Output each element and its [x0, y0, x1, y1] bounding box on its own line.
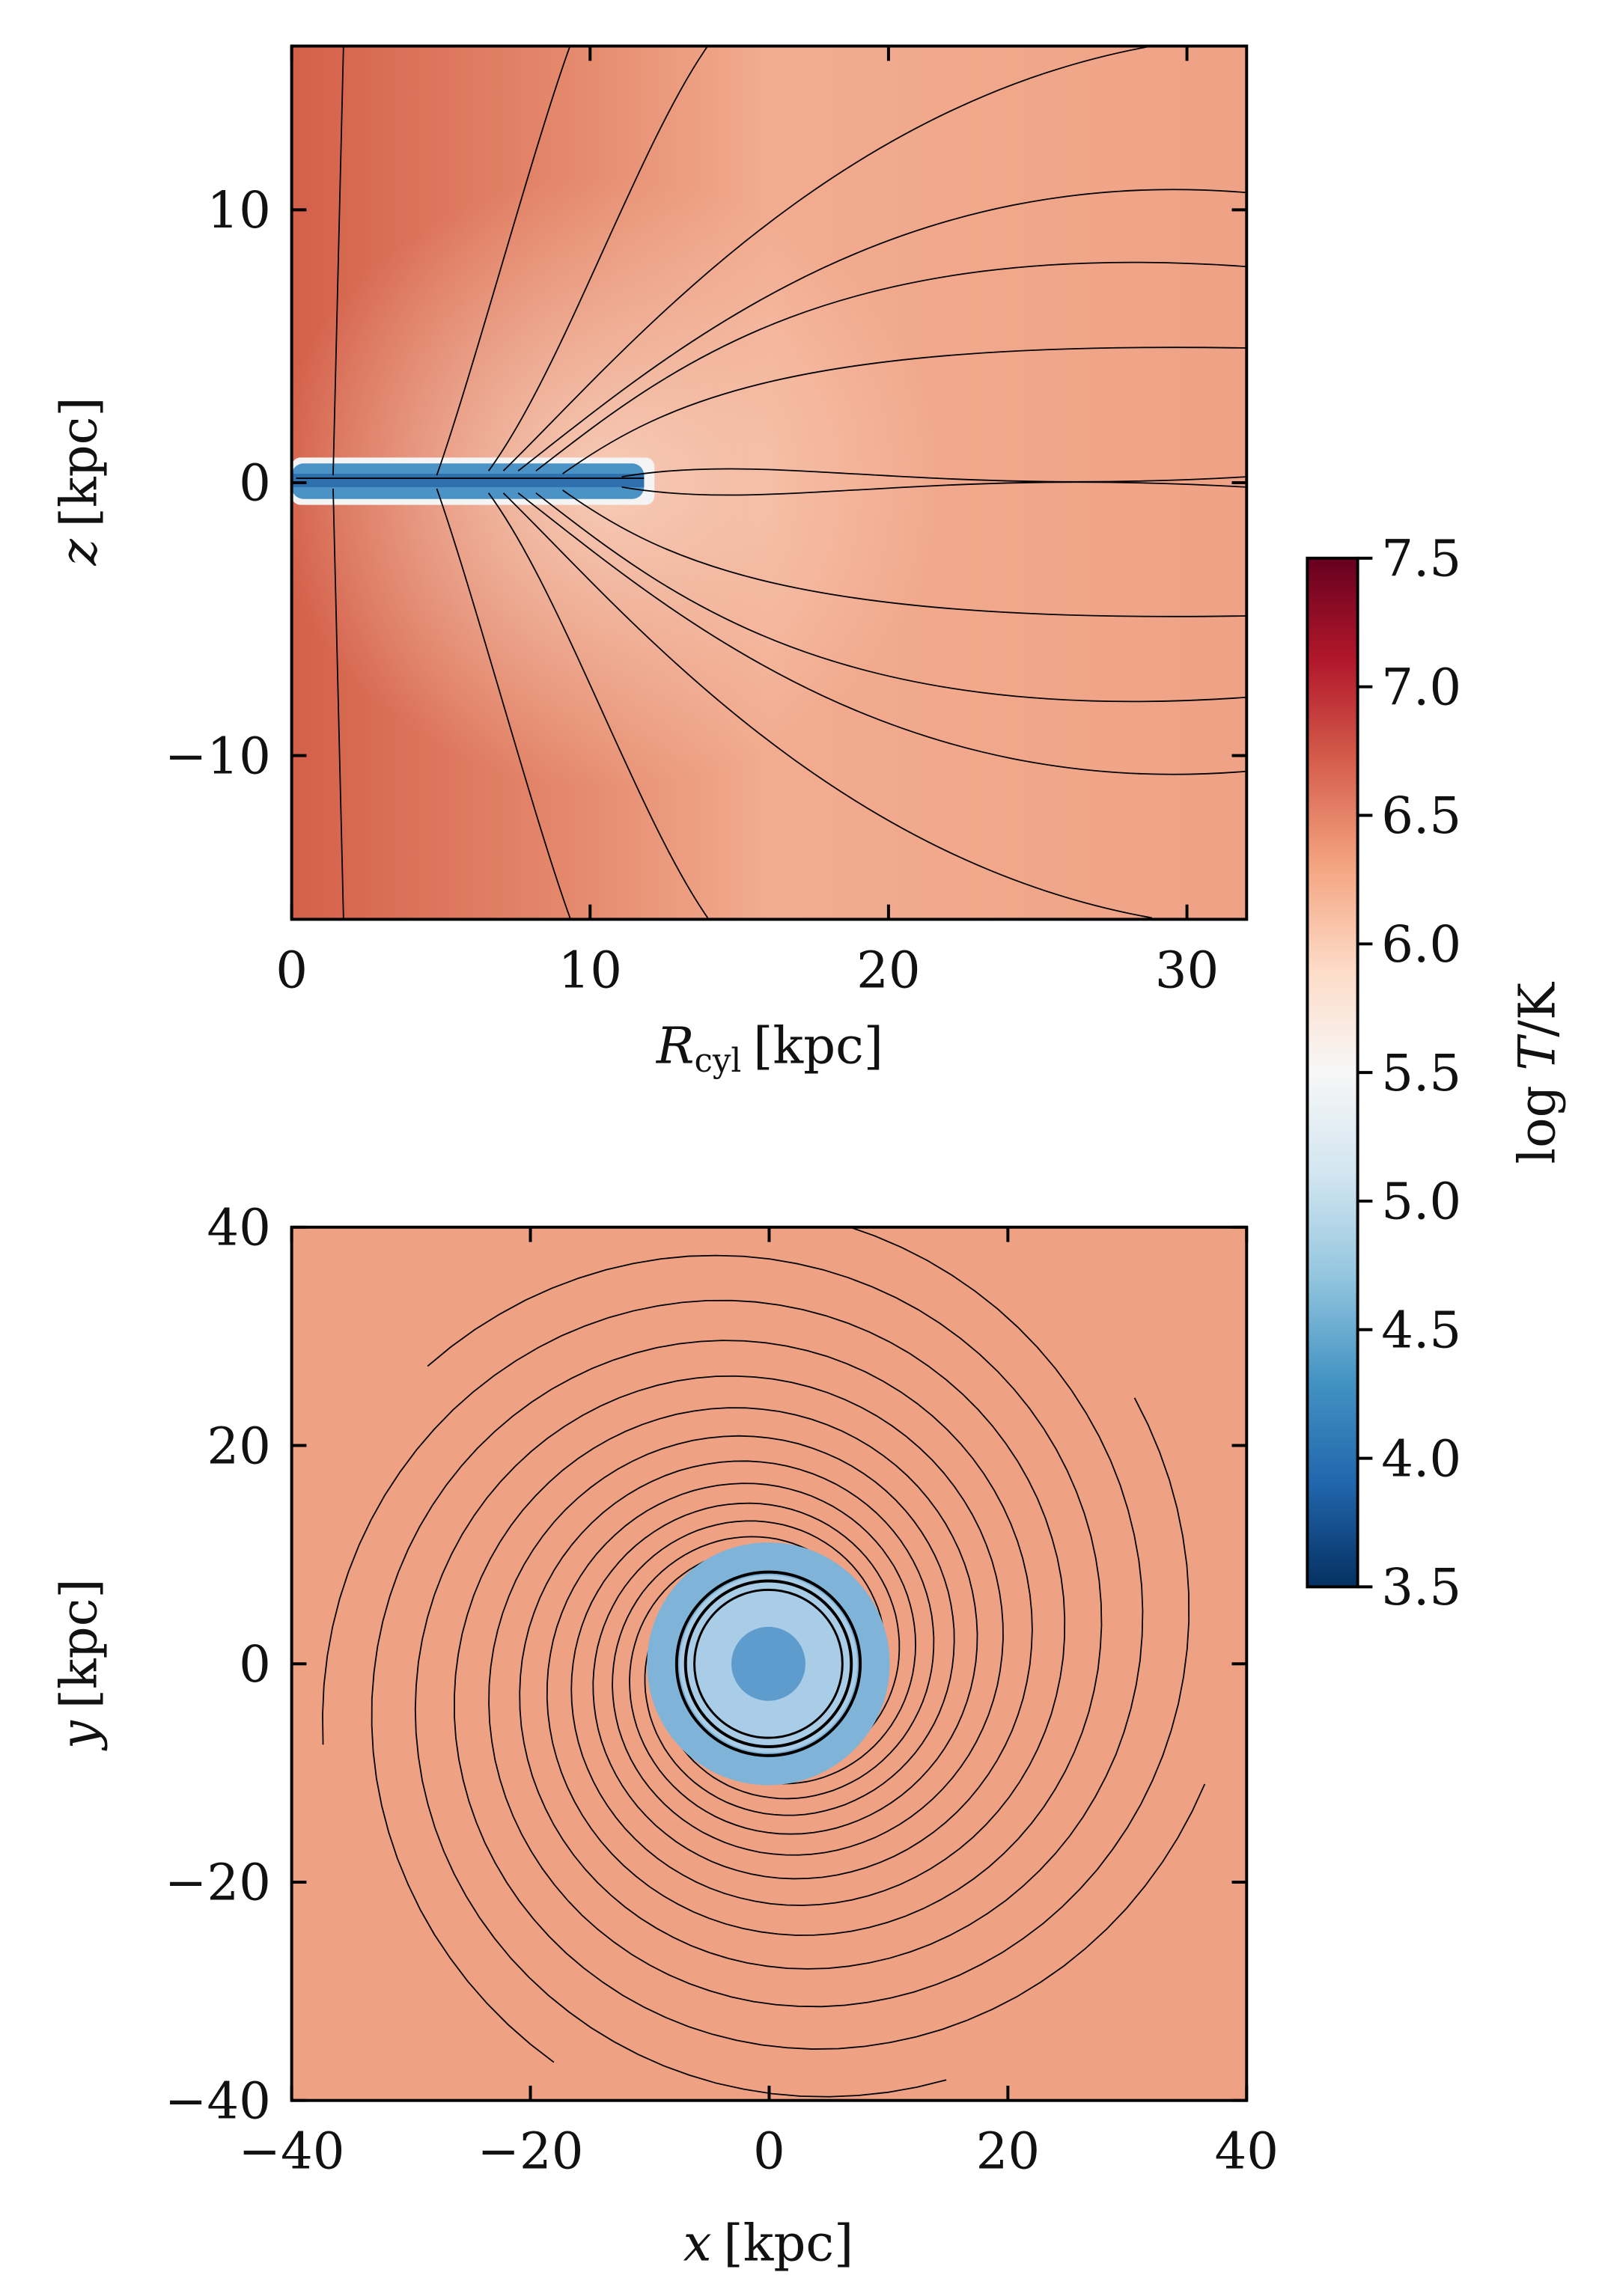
label-part: [kpc] — [50, 397, 109, 527]
label-part: log — [1508, 1085, 1567, 1164]
label-part: [kpc] — [723, 2214, 853, 2272]
y-tick-label: −40 — [165, 2071, 271, 2130]
x-axis-label: x [kpc] — [683, 2214, 854, 2272]
label-part: T — [1508, 1034, 1567, 1071]
label-part: [kpc] — [50, 1578, 109, 1709]
y-axis-label: z [kpc] — [50, 397, 109, 566]
label-part: x — [683, 2214, 712, 2272]
colorbar-label: log T/K — [1508, 981, 1567, 1164]
label-part: R — [655, 1016, 695, 1075]
colorbar-tick-label: 7.5 — [1381, 530, 1461, 588]
colorbar-tick-label: 5.0 — [1381, 1173, 1461, 1231]
label-part: z — [50, 539, 109, 567]
label-part: /K — [1508, 981, 1567, 1037]
colorbar-tick-label: 7.0 — [1381, 658, 1461, 716]
label-part: cyl — [694, 1042, 741, 1080]
x-tick-label: 20 — [976, 2122, 1041, 2181]
x-axis-label: Rcyl [kpc] — [655, 1016, 883, 1080]
y-tick-label: −10 — [165, 727, 271, 785]
x-tick-label: −20 — [478, 2122, 584, 2181]
x-tick-label: 0 — [275, 941, 308, 999]
label-part: y — [50, 1720, 109, 1751]
colorbar-tick-label: 6.5 — [1381, 787, 1461, 845]
y-tick-label: 10 — [207, 181, 271, 239]
x-tick-label: 40 — [1215, 2122, 1279, 2181]
top-heatmap — [291, 46, 1247, 920]
bottom-heatmap — [291, 1227, 1247, 2101]
y-tick-label: 40 — [207, 1199, 271, 1257]
colorbar-tick-label: 5.5 — [1381, 1044, 1461, 1102]
x-tick-label: 30 — [1155, 941, 1219, 999]
colorbar-tick-label: 4.5 — [1381, 1301, 1461, 1360]
y-tick-label: 20 — [207, 1417, 271, 1475]
x-tick-label: −40 — [239, 2122, 345, 2181]
y-tick-label: 0 — [239, 1635, 271, 1694]
x-tick-label: 10 — [558, 941, 622, 999]
y-tick-label: −20 — [165, 1854, 271, 1912]
colorbar-tick-label: 6.0 — [1381, 915, 1461, 974]
colorbar — [1306, 556, 1359, 1589]
colorbar-tick-label: 4.0 — [1381, 1429, 1461, 1488]
label-part: [kpc] — [753, 1016, 883, 1075]
colorbar-tick-label: 3.5 — [1381, 1558, 1461, 1616]
x-tick-label: 0 — [753, 2122, 785, 2181]
x-tick-label: 20 — [856, 941, 921, 999]
y-axis-label: y [kpc] — [50, 1578, 109, 1751]
y-tick-label: 0 — [239, 454, 271, 513]
